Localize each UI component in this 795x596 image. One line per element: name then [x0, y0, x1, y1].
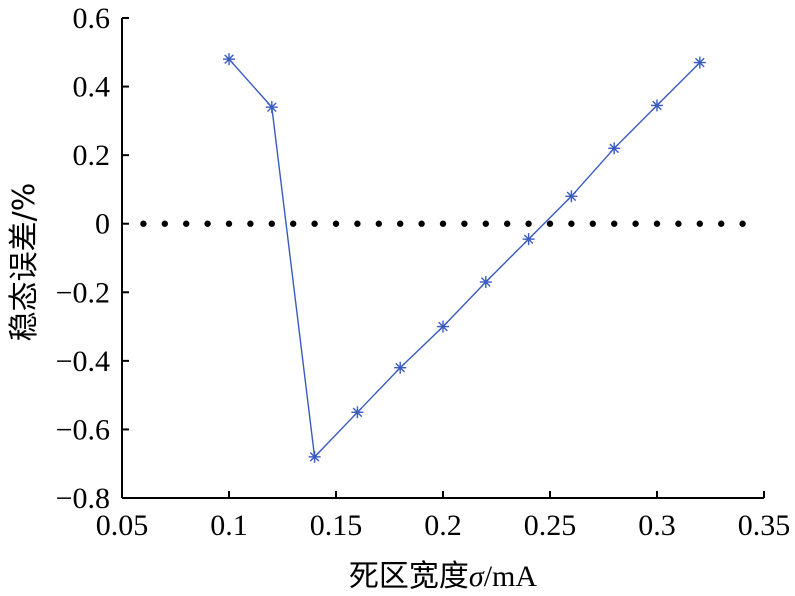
data-point-marker [608, 142, 621, 155]
reference-dot [332, 220, 340, 227]
reference-dot [461, 220, 468, 227]
axes [121, 17, 765, 499]
data-point-marker [308, 450, 321, 463]
reference-dot [161, 220, 168, 227]
data-point-marker [522, 233, 535, 246]
x-axis-title-symbol: σ [469, 560, 485, 593]
y-tick-label: −0.6 [56, 413, 110, 446]
reference-dot [589, 220, 596, 227]
reference-dot [375, 220, 382, 227]
y-tick-label: 0 [95, 208, 110, 241]
reference-dot [696, 220, 703, 227]
reference-dot [504, 220, 511, 227]
data-point-marker [437, 320, 449, 333]
reference-dot [354, 220, 361, 227]
x-tick-label: 0.3 [638, 509, 676, 542]
x-axis-title-main: 死区宽度 [349, 559, 469, 594]
x-tick-label: 0.05 [96, 509, 149, 542]
reference-dot [546, 220, 554, 227]
x-tick-label: 0.1 [210, 509, 248, 542]
reference-dot [525, 220, 532, 227]
tick-labels: 0.05 0.1 0.15 0.2 0.25 0.3 0.35 −0.8 −0.6 −0.4 −0.… [56, 2, 791, 542]
reference-dot [718, 220, 725, 227]
reference-dot [418, 220, 425, 227]
reference-dot [611, 220, 618, 227]
y-tick-label: 0.4 [73, 71, 111, 104]
reference-dot [568, 220, 575, 227]
marker-stroke [523, 234, 534, 244]
reference-dot [397, 220, 404, 227]
x-tick-label: 0.35 [738, 509, 791, 542]
data-point-marker [651, 99, 663, 112]
reference-dot [183, 220, 190, 227]
reference-dot [653, 220, 661, 227]
x-axis-title: 死区宽度σ/mA [349, 559, 537, 594]
y-axis-title: 稳态误差/% [7, 183, 42, 342]
reference-dot [439, 220, 447, 227]
marker-stroke [480, 277, 491, 287]
series-line [228, 58, 701, 459]
marker-stroke [566, 191, 577, 202]
marker-stroke [395, 362, 406, 373]
marker-stroke [652, 100, 662, 111]
y-tick-label: −0.2 [56, 276, 110, 309]
reference-dot [140, 220, 147, 227]
data-point-marker [223, 53, 235, 66]
y-tick-label: −0.4 [56, 345, 110, 378]
reference-dot [675, 220, 682, 227]
marker-stroke [309, 452, 320, 462]
reference-dot [482, 220, 489, 227]
marker-stroke [609, 143, 620, 154]
reference-dot [268, 220, 275, 227]
data-point-marker [693, 56, 706, 69]
x-axis-title-unit: /mA [484, 560, 538, 593]
marker-stroke [694, 57, 705, 68]
reference-dot [632, 220, 639, 227]
data-point-marker [394, 361, 407, 374]
data-point-marker [479, 276, 492, 288]
marker-stroke [438, 321, 448, 332]
reference-dot [204, 220, 211, 227]
marker-stroke [224, 54, 234, 64]
reference-dot [247, 220, 254, 227]
data-point-marker [565, 190, 578, 203]
reference-dot [739, 220, 746, 227]
y-tick-label: 0.6 [73, 2, 111, 35]
y-tick-label: −0.8 [56, 482, 110, 515]
y-tick-label: 0.2 [73, 139, 111, 172]
reference-dot [225, 220, 233, 227]
zero-reference-line [140, 220, 746, 227]
x-tick-label: 0.2 [424, 509, 462, 542]
reference-dot [290, 220, 297, 227]
data-series [223, 53, 706, 463]
marker-stroke [352, 407, 363, 418]
x-tick-label: 0.15 [310, 509, 363, 542]
reference-dot [311, 220, 318, 227]
x-tick-label: 0.25 [524, 509, 577, 542]
marker-stroke [266, 102, 277, 112]
data-point-marker [265, 101, 278, 114]
data-point-marker [351, 406, 364, 419]
